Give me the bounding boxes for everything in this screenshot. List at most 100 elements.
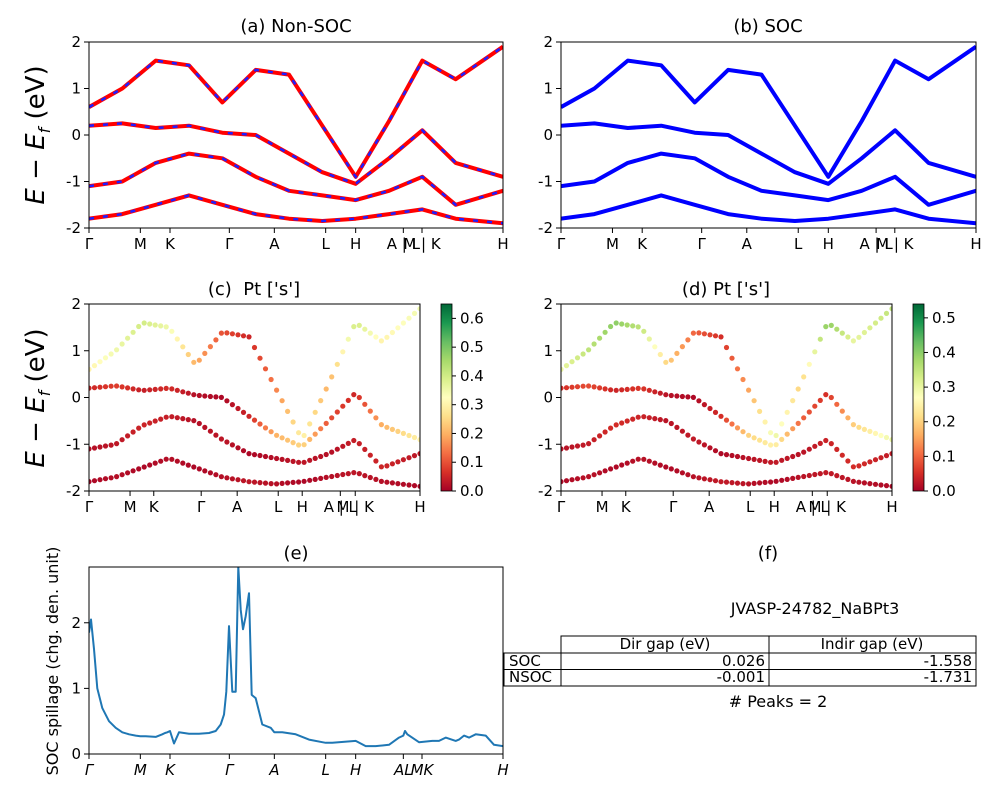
x-tick-label: M: [606, 235, 619, 253]
pdos-point: [823, 470, 829, 476]
pdos-point: [97, 384, 103, 390]
x-tick-label: H: [970, 235, 981, 253]
pdos-point: [158, 386, 164, 392]
pdos-point: [872, 457, 879, 463]
pdos-point: [817, 397, 823, 403]
table-cell-dir: -0.001: [717, 668, 765, 686]
panel-e-frame: [88, 566, 504, 755]
pdos-point: [130, 429, 136, 435]
band-line-3: [561, 193, 976, 226]
pdos-point: [240, 478, 247, 484]
panel-b-ticks: -2 -1 0 1 2 Γ M K Γ A L H A | LM | K H: [538, 33, 982, 253]
pdos-point: [828, 441, 834, 447]
pdos-point: [779, 457, 785, 463]
x-tick-label: K: [149, 498, 160, 516]
pdos-point: [251, 417, 258, 423]
pdos-point: [861, 480, 868, 486]
pdos-point: [624, 386, 630, 392]
pdos-point: [746, 432, 752, 438]
pdos-point: [668, 392, 674, 399]
pdos-point: [635, 456, 641, 462]
pdos-point: [406, 482, 412, 488]
material-id: JVASP-24782_NaBPt3: [730, 599, 900, 619]
pdos-point: [856, 479, 862, 485]
pdos-point: [125, 470, 131, 476]
pdos-point: [883, 434, 890, 441]
pdos-point: [384, 463, 390, 469]
pdos-point: [734, 480, 741, 486]
pdos-point: [773, 442, 779, 448]
pdos-point: [367, 452, 373, 458]
pdos-point: [395, 428, 401, 434]
pdos-point: [768, 479, 774, 485]
panel-c-ylabel: E − Ef (eV): [21, 328, 54, 467]
pdos-point: [723, 344, 730, 351]
pdos-point: [812, 403, 818, 409]
pdos-point: [213, 432, 219, 438]
panel-a-plot-area: [89, 45, 503, 226]
panel-a-ticks: -2 -1 0 1 2 Γ M K Γ A L H A | LM | K H: [66, 33, 509, 253]
pdos-point: [340, 403, 346, 409]
pdos-point: [602, 386, 608, 392]
pdos-point: [817, 440, 823, 446]
pdos-point: [674, 393, 680, 399]
pdos-point: [861, 426, 868, 432]
pdos-point: [679, 470, 686, 476]
pdos-point: [646, 415, 652, 421]
pdos-point: [290, 458, 296, 464]
pdos-point: [657, 390, 663, 396]
pdos-point: [586, 347, 592, 353]
pdos-point: [301, 459, 307, 465]
pdos-point: [312, 455, 318, 461]
pdos-point: [696, 330, 702, 336]
pdos-point: [213, 337, 219, 343]
pdos-point: [845, 415, 851, 421]
pdos-point: [630, 323, 636, 329]
pdos-point: [839, 474, 845, 481]
pdos-point: [812, 443, 818, 449]
pdos-point: [757, 457, 763, 463]
pdos-point: [872, 481, 879, 487]
pdos-point: [591, 472, 597, 478]
pdos-point: [91, 445, 98, 451]
pdos-point: [712, 409, 719, 415]
pdos-point: [307, 457, 313, 463]
pdos-point: [586, 474, 592, 480]
pdos-point: [850, 338, 857, 344]
pdos-point: [373, 415, 379, 421]
pdos-point: [196, 466, 202, 472]
pdos-point: [152, 460, 158, 466]
pdos-point: [136, 466, 142, 472]
pdos-point: [224, 330, 230, 336]
pdos-point: [635, 414, 641, 420]
pdos-point: [580, 442, 586, 448]
panel-e-plot-area: [89, 567, 503, 748]
pdos-point: [696, 398, 702, 404]
pdos-point: [773, 432, 779, 439]
pdos-point: [878, 482, 884, 488]
pdos-point: [323, 474, 329, 480]
pdos-point: [389, 329, 395, 336]
pdos-point: [400, 320, 406, 326]
panel-c-colorbar: [440, 303, 453, 492]
pdos-point: [185, 351, 191, 358]
pdos-point: [569, 477, 575, 483]
pdos-point: [262, 425, 269, 431]
pdos-point: [674, 424, 680, 430]
pdos-point: [180, 460, 186, 466]
pdos-point: [285, 408, 291, 414]
panel-c-colorbar-ticks: 0.0 0.1 0.2 0.3 0.4 0.5 0.6: [452, 309, 484, 500]
pdos-point: [147, 420, 153, 426]
pdos-point: [685, 337, 691, 343]
pdos-point: [762, 479, 768, 485]
pdos-point: [174, 336, 180, 342]
pdos-point: [235, 445, 241, 451]
pdos-point: [395, 481, 401, 487]
pdos-point: [751, 435, 757, 441]
pdos-point: [806, 361, 812, 367]
pdos-point: [718, 413, 724, 419]
y-tick-label: 1: [71, 679, 81, 697]
x-tick-label: M: [134, 761, 147, 779]
y-tick-label: -1: [538, 173, 553, 191]
